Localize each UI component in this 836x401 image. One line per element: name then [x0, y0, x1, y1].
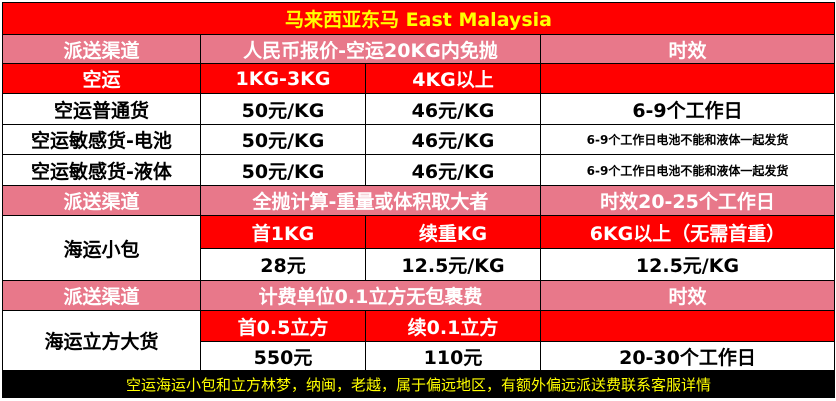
cell — [540, 63, 835, 94]
cell: 550元 — [200, 341, 366, 371]
cell: 空运敏感货-液体 — [2, 154, 201, 186]
cell: 50元/KG — [200, 93, 366, 125]
cell: 派送渠道 — [2, 280, 201, 311]
cell: 6-9个工作日电池不能和液体一起发货 — [540, 124, 835, 155]
cell: 12.5元/KG — [365, 248, 541, 281]
footer: 空运海运小包和立方林梦，纳闽，老越，属于偏远地区，有额外偏远派送费联系客服详情 — [2, 370, 835, 398]
cell: 110元 — [365, 341, 541, 371]
cell: 人民币报价-空运20KG内免抛 — [200, 34, 541, 64]
cell: 时效 — [540, 280, 835, 311]
cell: 46元/KG — [365, 124, 541, 155]
cell: 46元/KG — [365, 154, 541, 186]
cell: 12.5元/KG — [540, 248, 835, 281]
cell: 首1KG — [200, 215, 366, 249]
cell: 空运普通货 — [2, 93, 201, 125]
cell: 时效 — [540, 34, 835, 64]
cell: 1KG-3KG — [200, 63, 366, 94]
cell — [540, 310, 835, 342]
cell: 6-9个工作日电池不能和液体一起发货 — [540, 154, 835, 186]
cell: 20-30个工作日 — [540, 341, 835, 371]
cell: 空运 — [2, 63, 201, 94]
cell: 续0.1立方 — [365, 310, 541, 342]
cell: 海运小包 — [2, 215, 201, 281]
cell: 50元/KG — [200, 124, 366, 155]
cell: 海运立方大货 — [2, 310, 201, 371]
cell: 46元/KG — [365, 93, 541, 125]
cell: 6KG以上（无需首重） — [540, 215, 835, 249]
cell: 28元 — [200, 248, 366, 281]
cell: 派送渠道 — [2, 34, 201, 64]
cell: 4KG以上 — [365, 63, 541, 94]
cell: 首0.5立方 — [200, 310, 366, 342]
cell: 6-9个工作日 — [540, 93, 835, 125]
cell: 续重KG — [365, 215, 541, 249]
cell: 派送渠道 — [2, 185, 201, 216]
title: 马来西亚东马 East Malaysia — [2, 2, 835, 35]
cell: 50元/KG — [200, 154, 366, 186]
cell: 全抛计算-重量或体积取大者 — [200, 185, 541, 216]
cell: 时效20-25个工作日 — [540, 185, 835, 216]
cell: 计费单位0.1立方无包裹费 — [200, 280, 541, 311]
cell: 空运敏感货-电池 — [2, 124, 201, 155]
